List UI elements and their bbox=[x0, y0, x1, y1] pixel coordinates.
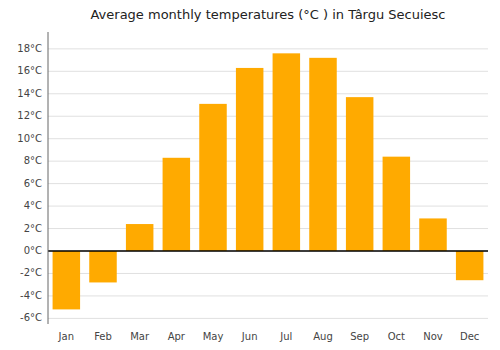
y-axis-line bbox=[48, 32, 49, 324]
y-tick-label: 16°C bbox=[17, 65, 42, 76]
bar bbox=[126, 224, 153, 251]
x-tick-label: Apr bbox=[168, 331, 186, 342]
x-tick-label: Mar bbox=[130, 331, 150, 342]
y-tick-label: -6°C bbox=[20, 312, 42, 323]
grid-line bbox=[48, 93, 488, 94]
x-tick-label: Oct bbox=[388, 331, 405, 342]
bar bbox=[53, 251, 80, 309]
x-tick-label: Jun bbox=[241, 331, 258, 342]
chart: Average monthly temperatures (°C ) in Tâ… bbox=[0, 0, 500, 350]
y-tick-label: 18°C bbox=[17, 43, 42, 54]
bar bbox=[383, 157, 411, 251]
bar bbox=[89, 251, 117, 282]
y-tick-label: 10°C bbox=[17, 133, 42, 144]
x-tick-label: May bbox=[203, 331, 224, 342]
grid-line bbox=[48, 318, 488, 319]
y-tick-label: 2°C bbox=[24, 223, 42, 234]
bar bbox=[346, 97, 374, 251]
grid-line bbox=[48, 161, 488, 162]
x-tick-label: Dec bbox=[460, 331, 479, 342]
grid-line bbox=[48, 48, 488, 49]
grid-line bbox=[48, 138, 488, 139]
x-tick-label: Feb bbox=[94, 331, 112, 342]
y-tick-label: 0°C bbox=[24, 245, 42, 256]
grid-line bbox=[48, 183, 488, 184]
title: Average monthly temperatures (°C ) in Tâ… bbox=[90, 7, 445, 22]
y-tick-label: 12°C bbox=[17, 110, 42, 121]
bar bbox=[236, 68, 264, 251]
grid bbox=[48, 49, 488, 319]
y-tick-label: -4°C bbox=[20, 290, 42, 301]
bar bbox=[163, 158, 191, 251]
y-tick-label: -2°C bbox=[20, 267, 42, 278]
x-tick-label: Sep bbox=[350, 331, 369, 342]
bar bbox=[456, 251, 484, 280]
bar bbox=[273, 53, 301, 251]
grid-line bbox=[48, 71, 488, 72]
x-tick-label: Jan bbox=[58, 331, 74, 342]
zero-line bbox=[48, 250, 488, 252]
x-tick-label: Jul bbox=[279, 331, 292, 342]
y-tick-label: 8°C bbox=[24, 155, 42, 166]
bar bbox=[419, 218, 447, 251]
x-tick-label: Nov bbox=[423, 331, 443, 342]
x-tick-label: Aug bbox=[313, 331, 333, 342]
y-tick-label: 6°C bbox=[24, 178, 42, 189]
grid-line bbox=[48, 251, 488, 252]
bar bbox=[199, 104, 227, 251]
bar bbox=[309, 58, 337, 251]
y-tick-label: 4°C bbox=[24, 200, 42, 211]
y-tick-label: 14°C bbox=[17, 88, 42, 99]
bars bbox=[53, 53, 484, 309]
grid-line bbox=[48, 116, 488, 117]
grid-line bbox=[48, 295, 488, 296]
grid-line bbox=[48, 206, 488, 207]
